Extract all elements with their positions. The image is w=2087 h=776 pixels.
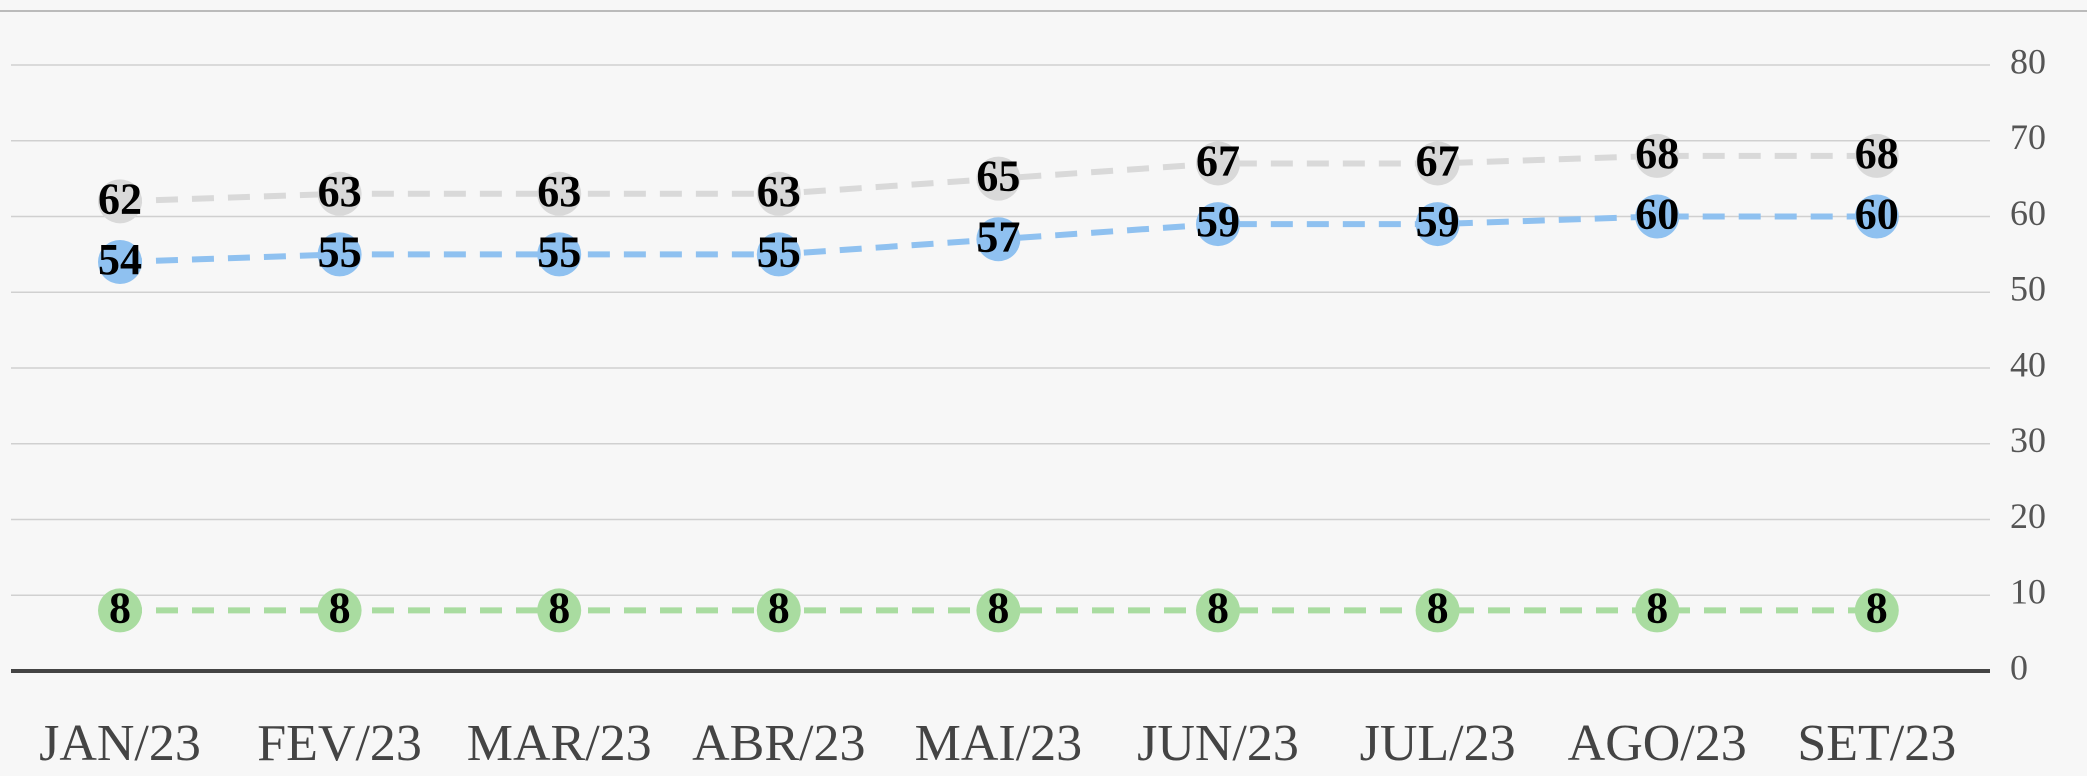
data-label: 63 bbox=[757, 167, 801, 216]
data-label: 60 bbox=[1855, 190, 1899, 239]
point bbox=[1196, 141, 1240, 186]
data-label: 8 bbox=[768, 583, 790, 632]
point bbox=[98, 588, 142, 633]
point bbox=[1854, 194, 1899, 239]
x-tick-label: MAI/23 bbox=[915, 715, 1083, 772]
data-label: 59 bbox=[1196, 197, 1240, 246]
y-tick-label: 0 bbox=[2010, 647, 2028, 687]
point bbox=[1854, 588, 1899, 633]
data-label: 57 bbox=[976, 212, 1020, 261]
x-tick-label: MAR/23 bbox=[467, 715, 652, 772]
data-label: 8 bbox=[1646, 583, 1668, 632]
data-label: 59 bbox=[1416, 197, 1460, 246]
point bbox=[976, 156, 1021, 201]
point bbox=[976, 588, 1021, 633]
y-tick-label: 30 bbox=[2010, 420, 2046, 460]
x-tick-label: SET/23 bbox=[1797, 715, 1956, 772]
y-tick-label: 10 bbox=[2010, 572, 2046, 612]
point bbox=[317, 171, 362, 216]
data-label: 67 bbox=[1196, 137, 1240, 186]
data-label: 68 bbox=[1635, 129, 1679, 178]
point bbox=[1635, 194, 1680, 239]
point bbox=[1415, 141, 1460, 186]
point bbox=[537, 171, 582, 216]
point bbox=[976, 217, 1021, 262]
x-tick-label: ABR/23 bbox=[692, 715, 865, 772]
y-tick-label: 60 bbox=[2010, 193, 2046, 233]
data-label: 63 bbox=[318, 167, 362, 216]
data-label: 55 bbox=[537, 227, 581, 276]
data-label: 63 bbox=[537, 167, 581, 216]
data-label: 8 bbox=[987, 583, 1009, 632]
point bbox=[537, 232, 582, 277]
data-label: 8 bbox=[1207, 583, 1229, 632]
data-label: 8 bbox=[1427, 583, 1449, 632]
data-label: 55 bbox=[757, 227, 801, 276]
point bbox=[317, 232, 362, 277]
y-tick-label: 70 bbox=[2010, 117, 2046, 157]
y-tick-label: 40 bbox=[2010, 344, 2046, 384]
data-label: 67 bbox=[1416, 137, 1460, 186]
point bbox=[1635, 588, 1680, 633]
data-label: 8 bbox=[548, 583, 570, 632]
point bbox=[1196, 588, 1240, 633]
x-tick-label: JUL/23 bbox=[1360, 715, 1516, 772]
y-tick-label: 50 bbox=[2010, 269, 2046, 309]
point bbox=[98, 179, 142, 224]
point bbox=[756, 171, 801, 216]
point bbox=[537, 588, 582, 633]
point bbox=[1854, 133, 1899, 178]
x-tick-label: JAN/23 bbox=[39, 715, 201, 772]
data-label: 8 bbox=[109, 583, 131, 632]
data-label: 8 bbox=[1866, 583, 1888, 632]
point bbox=[1415, 588, 1460, 633]
point bbox=[98, 239, 142, 284]
point bbox=[756, 232, 801, 277]
data-label: 60 bbox=[1635, 190, 1679, 239]
data-label: 65 bbox=[976, 152, 1020, 201]
data-label: 54 bbox=[98, 235, 142, 284]
point bbox=[1635, 133, 1680, 178]
point bbox=[756, 588, 801, 633]
data-label: 55 bbox=[318, 227, 362, 276]
x-tick-label: FEV/23 bbox=[257, 715, 422, 772]
point bbox=[1196, 202, 1240, 247]
data-label: 68 bbox=[1855, 129, 1899, 178]
point bbox=[317, 588, 362, 633]
data-label: 62 bbox=[98, 174, 142, 223]
point bbox=[1415, 202, 1460, 247]
x-tick-label: AGO/23 bbox=[1568, 715, 1747, 772]
x-tick-label: JUN/23 bbox=[1137, 715, 1299, 772]
y-tick-label: 20 bbox=[2010, 496, 2046, 536]
data-label: 8 bbox=[329, 583, 351, 632]
y-tick-label: 80 bbox=[2010, 41, 2046, 81]
